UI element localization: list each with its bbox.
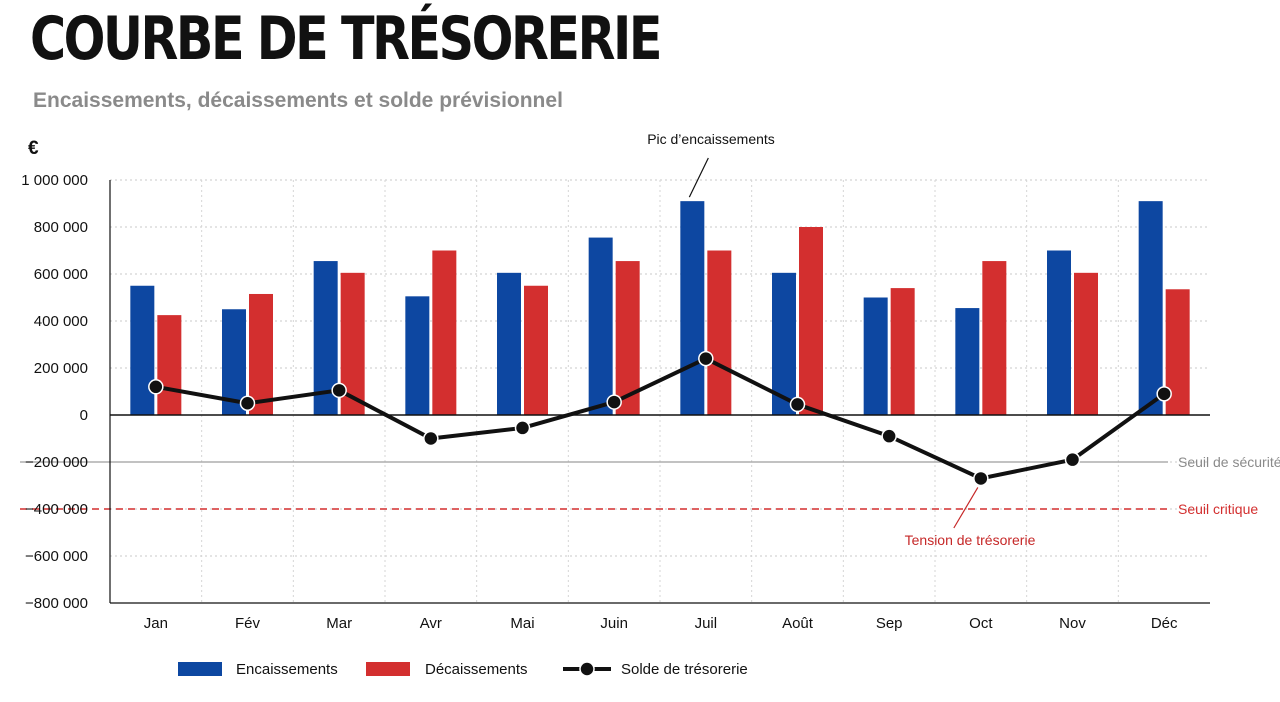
bars-layer — [130, 201, 1190, 415]
x-tick-label: Sep — [876, 615, 903, 632]
legend-label-decaissements: Décaissements — [425, 661, 528, 678]
y-tick-label: 800 000 — [34, 219, 88, 236]
x-tick-label: Oct — [969, 615, 993, 632]
solde-point — [423, 430, 439, 447]
bar-decaissements — [1074, 272, 1098, 415]
bar-decaissements — [157, 315, 182, 415]
annotation-tension-tresorerie: Tension de trésorerie — [905, 532, 1036, 548]
legend-swatch-decaissements — [366, 662, 410, 676]
bar-encaissements — [1047, 250, 1071, 415]
bar-encaissements — [405, 296, 430, 415]
solde-point — [606, 394, 622, 410]
solde-point — [973, 470, 989, 487]
x-tick-label: Avr — [420, 615, 442, 632]
solde-point — [331, 382, 347, 399]
bar-encaissements — [588, 237, 613, 415]
x-tick-label: Fév — [235, 615, 261, 632]
reference-lines-layer — [20, 461, 1168, 510]
bar-encaissements — [772, 272, 796, 415]
legend-label-solde: Solde de trésorerie — [621, 661, 748, 678]
y-tick-label: 1 000 000 — [21, 172, 88, 189]
bar-decaissements — [432, 250, 457, 415]
seuil-securite-label: Seuil de sécurité — [1178, 454, 1280, 470]
axis-layer — [109, 180, 1210, 604]
bar-decaissements — [890, 288, 915, 415]
labels-layer: 1 000 000 800 000 600 000 400 000 200 000 0 −2… — [21, 138, 1280, 632]
annotation-leader-tension — [953, 487, 979, 529]
y-tick-label: 600 000 — [34, 266, 88, 283]
y-tick-label: 0 — [80, 407, 88, 424]
chart-subtitle: Encaissements, décaissements et solde pr… — [33, 89, 563, 112]
seuil-critique-label: Seuil critique — [1178, 501, 1258, 517]
solde-point — [698, 350, 714, 367]
legend-swatch-solde-marker — [579, 661, 595, 677]
bar-encaissements — [497, 272, 521, 415]
bar-decaissements — [524, 285, 548, 415]
bar-encaissements — [680, 201, 705, 415]
x-tick-label: Déc — [1151, 615, 1178, 632]
y-tick-label: 400 000 — [34, 313, 88, 330]
chart-title: COURBE DE TRÉSORERIE — [30, 4, 662, 74]
solde-point — [881, 428, 897, 444]
x-tick-label: Août — [782, 615, 814, 632]
bar-encaissements — [863, 297, 888, 415]
solde-point — [239, 395, 256, 411]
y-tick-label: −400 000 — [25, 501, 88, 518]
solde-point — [1156, 386, 1172, 402]
y-tick-label: 200 000 — [34, 360, 88, 377]
x-tick-label: Mar — [326, 615, 352, 632]
bar-decaissements — [982, 261, 1007, 415]
x-tick-label: Nov — [1059, 615, 1086, 632]
solde-point — [1064, 451, 1081, 468]
grid-layer — [110, 179, 1210, 604]
x-tick-label: Jan — [144, 615, 168, 632]
bar-decaissements — [799, 227, 823, 415]
bar-encaissements — [130, 285, 155, 415]
y-tick-label: −600 000 — [25, 548, 88, 565]
y-tick-label: −200 000 — [25, 454, 88, 471]
solde-point — [148, 379, 164, 395]
bar-encaissements — [955, 308, 980, 415]
solde-point — [514, 420, 531, 436]
legend-swatch-encaissements — [178, 662, 222, 676]
solde-point — [789, 396, 806, 413]
annotations-layer: Pic d’encaissements Tension de trésorerie — [647, 131, 1035, 548]
y-axis-unit: € — [28, 138, 39, 159]
legend: Encaissements Décaissements Solde de tréso… — [178, 661, 748, 678]
x-tick-label: Mai — [510, 615, 534, 632]
y-tick-label: −800 000 — [25, 595, 88, 612]
bar-decaissements — [249, 293, 273, 415]
bar-decaissements — [707, 250, 732, 415]
x-tick-label: Juin — [600, 615, 628, 632]
bar-encaissements — [1138, 201, 1163, 415]
legend-label-encaissements: Encaissements — [236, 661, 338, 678]
annotation-leader-pic — [688, 157, 709, 198]
solde-line — [155, 356, 1166, 481]
x-tick-label: Juil — [695, 615, 718, 632]
bar-decaissements — [615, 261, 640, 415]
annotation-pic-encaissements: Pic d’encaissements — [647, 131, 775, 147]
solde-line-layer — [148, 350, 1172, 487]
